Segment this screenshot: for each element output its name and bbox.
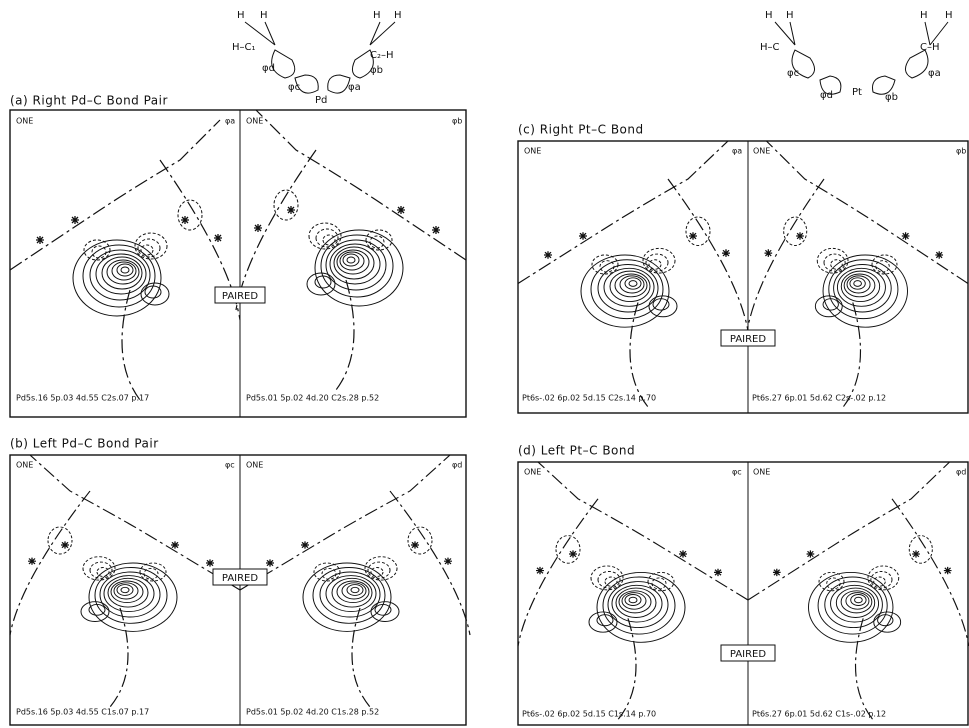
atom: H [237,10,245,21]
orbital-label: φa [225,117,235,126]
orbital-label: φa [928,68,941,79]
orbital-label: φc [288,82,300,93]
figure: H H H H H–C₁ C₂–H φd φc Pd φa φb H H H H… [0,0,969,728]
atom: C–H [920,42,940,53]
plot-label: ONE [753,147,770,156]
formula: Pt6s-.02 6p.02 5d.15 C2s.14 p.70 [522,394,656,403]
atom: H [765,10,773,21]
panel-title: (b) Left Pd–C Bond Pair [10,437,159,451]
atom: H–C [760,42,780,53]
plot-label: ONE [524,147,541,156]
contour-plot [10,120,240,400]
orbital-label: φc [787,68,799,79]
orbital-label: φb [885,92,898,103]
paired-label: PAIRED [730,334,766,345]
formula: Pt6s.27 6p.01 5d.62 C1s-.02 p.12 [752,710,886,719]
panel: (a) Right Pd–C Bond Pair ONE φa Pd5s.16 … [10,94,466,418]
orbital-label: φb [370,65,383,76]
atom: H–C₁ [232,42,256,53]
paired-label: PAIRED [222,573,258,584]
orbital-label: φa [732,147,742,156]
formula: Pd5s.16 5p.03 4d.55 C2s.07 p.17 [16,394,149,403]
orbital-label: φb [956,147,966,156]
formula: Pt6s.27 6p.01 5d.62 C2s-.02 p.12 [752,394,886,403]
plot-label: ONE [524,468,541,477]
atom: Pd [315,95,327,106]
atom: C₂–H [370,50,394,61]
contour-plot [518,462,748,720]
plot-label: ONE [16,461,33,470]
atom: H [373,10,381,21]
panel-title: (c) Right Pt–C Bond [518,123,644,137]
orbital-label: φd [820,90,833,101]
orbital-label: φd [956,468,966,477]
orbital-label: φb [452,117,462,126]
formula: Pd5s.01 5p.02 4d.20 C2s.28 p.52 [246,394,379,403]
orbital-label: φd [262,63,275,74]
panel: (c) Right Pt–C Bond ONE φa Pt6s-.02 6p.0… [518,123,968,414]
bonds [245,22,395,45]
atom: H [786,10,794,21]
formula: Pd5s.01 5p.02 4d.20 C1s.28 p.52 [246,708,379,717]
contour-plot [10,455,240,707]
plot-label: ONE [753,468,770,477]
panel: (d) Left Pt–C Bond ONE φc Pt6s-.02 6p.02… [518,444,969,726]
panel-frame [518,141,968,413]
panel-title: (d) Left Pt–C Bond [518,444,635,458]
paired-label: PAIRED [730,649,766,660]
orbital-label: φc [225,461,235,470]
plot-label: ONE [16,117,33,126]
formula: Pd5s.16 5p.03 4d.55 C1s.07 p.17 [16,708,149,717]
plot-label: ONE [246,117,263,126]
plot-label: ONE [246,461,263,470]
orbital-label: φc [732,468,742,477]
panel: (b) Left Pd–C Bond Pair ONE φc Pd5s.16 5… [10,437,470,726]
contour-plot [518,141,748,407]
paired-label: PAIRED [222,291,258,302]
pd-diagram: H H H H H–C₁ C₂–H φd φc Pd φa φb [232,10,402,106]
formula: Pt6s-.02 6p.02 5d.15 C1s.14 p.70 [522,710,656,719]
contour-plot [240,455,470,707]
atom: H [260,10,268,21]
panel-title: (a) Right Pd–C Bond Pair [10,94,168,108]
atom: Pt [852,87,862,98]
orbital-label: φd [452,461,462,470]
atom: H [394,10,402,21]
orbital-label: φa [348,82,361,93]
panel-frame [10,110,466,417]
contour-plot [748,462,969,720]
atom: H [920,10,928,21]
contour-plot [747,141,968,407]
panel-frame [518,462,968,725]
atom: H [945,10,953,21]
pt-diagram: H H H H H–C C–H φc φd Pt φb φa [760,10,953,103]
contour-plot [236,110,466,390]
